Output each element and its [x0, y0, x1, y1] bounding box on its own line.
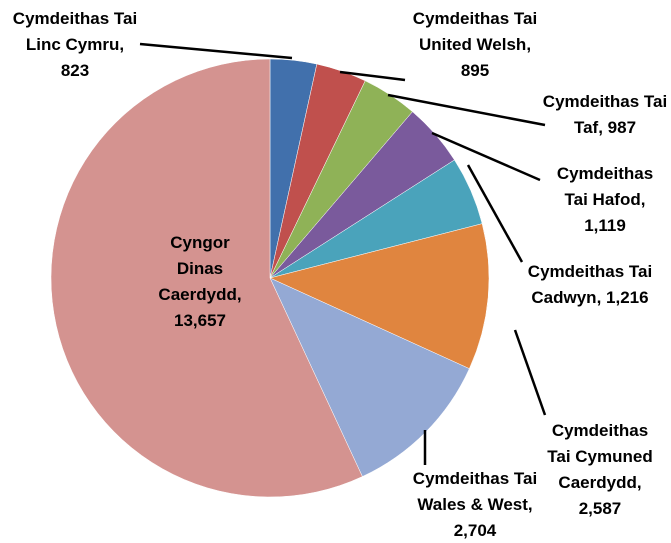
value-label: 2,587 — [578, 499, 622, 518]
category-name: Cymdeithas Tai Linc Cymru — [13, 9, 137, 54]
value-label: 895 — [460, 61, 490, 80]
slice-label: Cymdeithas Tai United Welsh 895 — [410, 6, 540, 84]
value-label: 1,119 — [584, 216, 626, 235]
slice-label: Cymdeithas Tai Hafod 1,119 — [545, 161, 665, 239]
pie-slice — [269, 223, 490, 370]
leader-line — [139, 42, 293, 60]
leader-line — [513, 329, 547, 416]
value-label: 2,704 — [453, 521, 497, 540]
slice-label: Cymdeithas Tai Linc Cymru 823 — [10, 6, 140, 84]
slice-label: Cymdeithas Tai Taf 987 — [540, 89, 670, 141]
category-name: Cyngor Dinas Caerdydd — [158, 233, 241, 304]
category-name: Cymdeithas Tai United Welsh — [413, 9, 537, 54]
category-name: Cymdeithas Tai Wales & West — [413, 469, 537, 514]
slice-label: Cyngor Dinas Caerdydd 13,657 — [150, 230, 250, 334]
category-name: Cymdeithas Tai Cymuned Caerdydd — [547, 421, 652, 492]
leader-line — [466, 164, 524, 263]
leader-line — [387, 93, 546, 127]
slice-label: Cymdeithas Tai Cymuned Caerdydd 2,587 — [545, 418, 655, 522]
pie-slice — [50, 58, 363, 498]
value-label: 823 — [60, 61, 90, 80]
leader-line — [431, 131, 541, 182]
value-label: 13,657 — [174, 311, 226, 330]
value-label: 987 — [607, 118, 637, 137]
category-name: Cymdeithas Tai Hafod — [557, 164, 653, 209]
slice-label: Cymdeithas Tai Wales & West 2,704 — [410, 466, 540, 543]
category-name: Cymdeithas Tai Taf — [543, 92, 667, 137]
value-label: 1,216 — [606, 288, 649, 307]
leader-line — [339, 70, 406, 82]
slice-label: Cymdeithas Tai Cadwyn 1,216 — [525, 259, 655, 311]
